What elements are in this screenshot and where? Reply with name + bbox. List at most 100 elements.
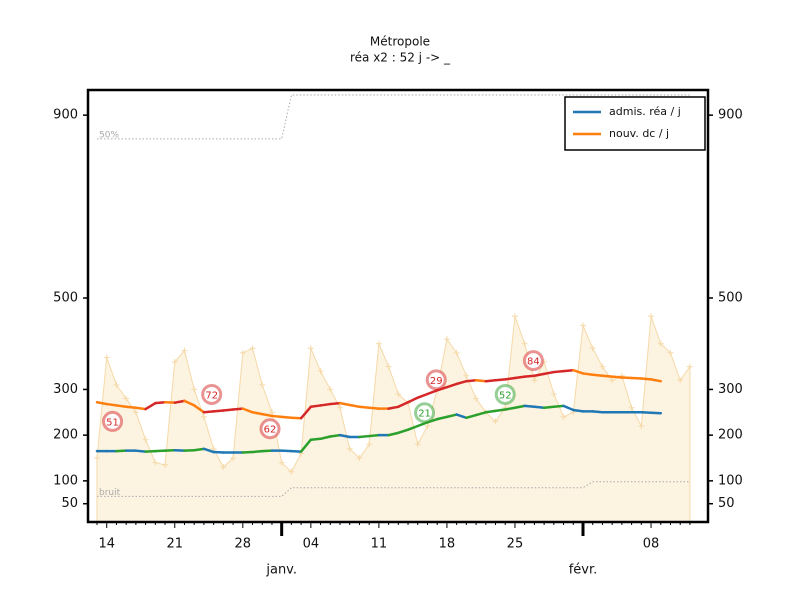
series-segment [192, 447, 206, 452]
series-segment [105, 402, 118, 407]
raw-marker [463, 372, 470, 379]
raw-marker [638, 423, 645, 429]
series-segment [319, 402, 332, 407]
series-segment [280, 415, 293, 420]
series-segment [445, 382, 458, 389]
series-segment [270, 414, 283, 419]
series-segment [513, 375, 526, 380]
raw-marker [492, 418, 499, 425]
y-tick-label: 300 [53, 382, 78, 397]
series-segment [455, 379, 468, 386]
series-segment [649, 378, 663, 383]
y2-tick-label: 500 [718, 291, 743, 306]
series-segment [260, 412, 274, 418]
series-segment [640, 377, 653, 381]
x-tick-label: 18 [439, 537, 456, 552]
series-segment [542, 405, 556, 409]
series-segment [202, 410, 215, 414]
series-segment [95, 400, 108, 406]
raw-marker [453, 349, 460, 356]
series-segment [309, 404, 322, 409]
series-segment [523, 374, 536, 378]
raw-marker [375, 340, 382, 347]
series-segment [299, 438, 313, 453]
series-segment [474, 411, 488, 417]
series-segment [222, 408, 235, 412]
series-segment [358, 405, 371, 409]
raw-marker [259, 381, 266, 388]
raw-marker [337, 404, 343, 411]
series-segment [397, 400, 410, 409]
raw-marker [414, 441, 421, 448]
series-segment [533, 372, 546, 377]
series-segment [523, 404, 536, 409]
series-segment [241, 407, 254, 414]
series-segment [513, 404, 526, 409]
series-segment [533, 405, 546, 409]
series-segment [192, 404, 206, 414]
raw-marker [443, 336, 450, 343]
annotation-label: 84 [527, 357, 540, 368]
reference-label: bruit [99, 488, 121, 498]
series-segment [397, 428, 410, 435]
raw-marker [395, 391, 402, 397]
raw-marker [230, 455, 237, 461]
series-segment [581, 372, 594, 377]
raw-marker [677, 377, 684, 384]
plot: 50% bruit 51 72 62 21 29 52 84 [94, 94, 693, 523]
raw-marker [113, 381, 120, 388]
raw-marker [599, 363, 606, 370]
raw-marker [288, 468, 295, 475]
raw-marker [424, 423, 431, 429]
raw-marker [521, 340, 528, 347]
series-segment [367, 433, 381, 438]
series-segment [251, 449, 264, 454]
series-segment [338, 433, 351, 439]
series-segment [552, 404, 565, 409]
series-segment [503, 376, 517, 381]
annotation-circle [414, 402, 436, 424]
reference-line [97, 94, 690, 140]
raw-marker [511, 313, 518, 320]
annotation-label: 72 [205, 390, 218, 401]
y2-tick-label: 900 [718, 108, 743, 123]
raw-marker [142, 436, 149, 443]
raw-marker [356, 455, 363, 461]
series-segment [572, 408, 585, 413]
raw-marker [191, 386, 198, 393]
raw-marker [550, 391, 557, 397]
x-tick-label: 11 [371, 537, 388, 552]
series-segment [406, 424, 420, 431]
series-segment [435, 415, 449, 421]
series-segment [494, 378, 507, 382]
raw-marker [152, 459, 159, 466]
raw-marker [385, 363, 392, 370]
annotation-label: 62 [264, 425, 277, 436]
raw-marker [268, 409, 275, 416]
annotation-label: 51 [106, 417, 119, 428]
series-segment [231, 407, 245, 411]
annotation-label: 52 [499, 390, 512, 401]
series-segment [406, 396, 420, 404]
raw-marker [531, 377, 538, 384]
series-segment [319, 435, 332, 441]
raw-area [96, 316, 691, 523]
reference-line [97, 481, 690, 497]
series-segment [358, 434, 371, 439]
series-segment [562, 404, 575, 412]
annotation-circle [425, 369, 447, 391]
x-tick-label: 25 [507, 537, 524, 552]
x-group-label: févr. [569, 563, 598, 578]
annotation-label: 21 [418, 409, 431, 420]
raw-marker [686, 363, 693, 370]
raw-marker [628, 404, 635, 411]
raw-marker [171, 359, 178, 365]
series-segment [329, 433, 342, 438]
raw-marker [366, 441, 373, 448]
x-tick-label: 14 [98, 537, 115, 552]
raw-marker [94, 455, 100, 461]
y2-tick-label: 50 [718, 496, 735, 511]
annotation-circle [201, 383, 223, 405]
raw-marker [346, 445, 353, 452]
